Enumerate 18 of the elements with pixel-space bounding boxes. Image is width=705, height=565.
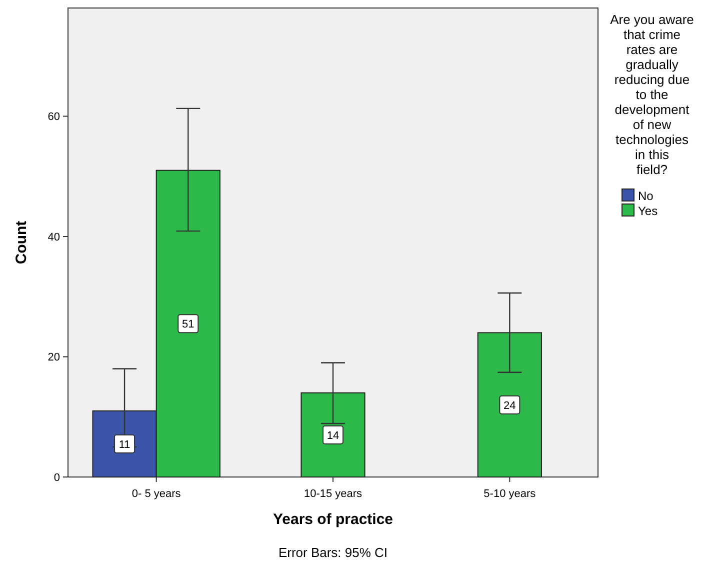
bar xyxy=(477,332,542,478)
x-tick-label: 0- 5 years xyxy=(132,488,182,500)
data-label: 11 xyxy=(118,438,130,451)
text: Are you aware that crime rates are gradually reducing due to the development of new technologies in this field? xyxy=(610,12,694,177)
y-tick-label: 20 xyxy=(48,352,60,364)
y-tick-label: 40 xyxy=(48,231,60,244)
x-axis-title: Years of practice xyxy=(272,511,394,528)
y-axis-title: Count xyxy=(13,220,30,264)
text: Error Bars: 95% CI xyxy=(278,545,388,560)
y-tick-label: 0 xyxy=(54,472,60,484)
x-tick-label: 10-15 years xyxy=(304,488,363,500)
y-tick-label: 60 xyxy=(48,111,60,124)
x-tick-label: 5-10 years xyxy=(484,488,536,500)
data-label: 14 xyxy=(326,430,340,442)
data-label: 24 xyxy=(504,400,516,412)
data-label: 51 xyxy=(182,318,194,331)
legend-label: Yes xyxy=(638,204,658,218)
legend-label: No xyxy=(638,189,654,203)
